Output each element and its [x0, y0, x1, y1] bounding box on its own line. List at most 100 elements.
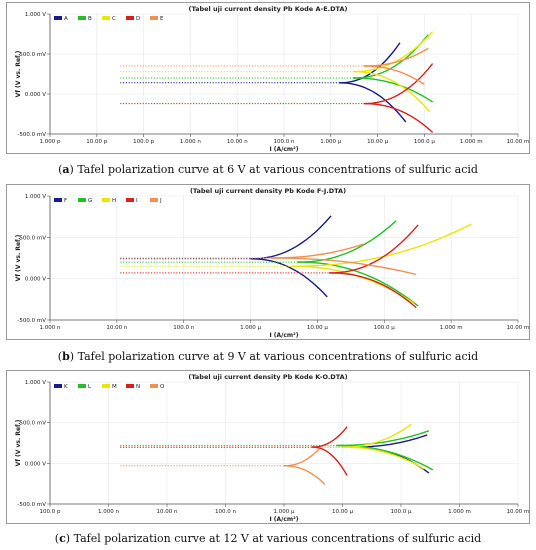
series-h-anodic	[290, 223, 472, 267]
legend-swatch-h	[102, 198, 110, 202]
legend-label-e: E	[160, 16, 164, 22]
y-tick-label: 1.000 V	[25, 380, 46, 386]
legend-label-d: D	[136, 16, 140, 22]
legend-swatch-g	[78, 198, 86, 202]
legend-label-k: K	[64, 384, 68, 390]
series-e-anodic	[363, 47, 429, 67]
x-tick-label: 1.000 m	[440, 325, 463, 331]
caption-c: (c) Tafel polarization curve at 12 V at …	[54, 532, 482, 545]
legend-label-b: B	[88, 16, 92, 22]
x-tick-label: 1.000 µ	[320, 139, 341, 145]
y-tick-label: 500.0 mV	[19, 235, 46, 241]
series-o-cathodic	[284, 465, 326, 486]
legend-label-m: M	[112, 384, 117, 390]
caption-b-text: Tafel polarization curve at 9 V at vario…	[77, 350, 479, 363]
series-l-anodic	[336, 430, 430, 447]
x-axis-label: I (A/cm²)	[269, 516, 298, 523]
legend-label-i: I	[136, 198, 138, 204]
x-tick-label: 1.000 n	[180, 139, 201, 145]
chart-panel-c: (Tabel uji current density Pb Kode K-O.D…	[0, 368, 536, 550]
legend-label-g: G	[88, 198, 92, 204]
y-tick-label: -500.0 mV	[17, 132, 46, 138]
series-l-cathodic	[336, 444, 434, 471]
series-a-anodic	[338, 42, 401, 84]
legend-swatch-o	[150, 384, 158, 388]
legend-swatch-b	[78, 16, 86, 20]
x-tick-label: 100.0 n	[173, 325, 194, 331]
x-tick-label: 1.000 µ	[240, 325, 261, 331]
x-tick-label: 10.00 n	[227, 139, 248, 145]
legend-label-j: J	[159, 198, 162, 204]
legend-label-h: H	[112, 198, 116, 204]
series-n-anodic	[311, 426, 348, 448]
chart-title: (Tabel uji current density Pb Kode K-O.D…	[188, 373, 347, 381]
chart-frame	[6, 2, 530, 154]
series-c-cathodic	[353, 70, 431, 113]
legend-swatch-d	[126, 16, 134, 20]
tafel-chart-c: (Tabel uji current density Pb Kode K-O.D…	[6, 370, 530, 524]
x-tick-label: 1.000 n	[40, 325, 61, 331]
caption-a: (a) Tafel polarization curve at 6 V at v…	[58, 163, 478, 176]
legend-label-c: C	[112, 16, 116, 22]
chart-title: (Tabel uji current density Pb Kode A-E.D…	[189, 5, 348, 13]
x-tick-label: 100.0 p	[133, 139, 154, 145]
tafel-chart-a: (Tabel uji current density Pb Kode A-E.D…	[6, 2, 530, 154]
y-tick-label: 1.000 V	[25, 12, 46, 18]
legend-swatch-i	[126, 198, 134, 202]
legend-label-l: L	[88, 384, 92, 390]
legend-label-a: A	[64, 16, 68, 22]
caption-c-text: Tafel polarization curve at 12 V at vari…	[73, 532, 482, 545]
chart-title: (Tabel uji current density Pb Kode F-J.D…	[190, 187, 346, 195]
caption-a-tag: a	[62, 163, 70, 176]
legend-swatch-a	[54, 16, 62, 20]
x-tick-label: 100.0 µ	[374, 325, 395, 331]
legend-swatch-c	[102, 16, 110, 20]
caption-b: (b) Tafel polarization curve at 9 V at v…	[57, 350, 479, 363]
x-tick-label: 100.0 µ	[391, 509, 412, 515]
series-e-cathodic	[363, 65, 425, 85]
tafel-chart-b: (Tabel uji current density Pb Kode F-J.D…	[6, 184, 530, 340]
legend-swatch-k	[54, 384, 62, 388]
y-tick-label: 500.0 mV	[19, 52, 46, 58]
x-tick-label: 1.000 µ	[274, 509, 295, 515]
x-axis-label: I (A/cm²)	[269, 332, 298, 339]
y-tick-label: 0.000 V	[25, 92, 46, 98]
legend-label-n: N	[136, 384, 140, 390]
series-m-cathodic	[342, 446, 425, 470]
legend-swatch-e	[150, 16, 158, 20]
x-tick-label: 100.0 µ	[414, 139, 435, 145]
x-tick-label: 10.00 µ	[332, 509, 353, 515]
y-tick-label: 500.0 mV	[19, 421, 46, 427]
legend-swatch-j	[150, 198, 158, 202]
x-tick-label: 1.000 n	[98, 509, 119, 515]
x-tick-label: 10.00 n	[106, 325, 127, 331]
series-i-cathodic	[329, 272, 417, 309]
x-tick-label: 10.00 p	[86, 139, 107, 145]
chart-frame	[6, 184, 530, 340]
x-axis-label: I (A/cm²)	[269, 146, 298, 153]
series-j-cathodic	[270, 257, 417, 276]
y-tick-label: -500.0 mV	[17, 502, 46, 508]
x-tick-label: 100.0 n	[215, 509, 236, 515]
y-tick-label: -500.0 mV	[17, 318, 46, 324]
legend-swatch-l	[78, 384, 86, 388]
series-m-anodic	[342, 423, 412, 448]
series-d-cathodic	[363, 102, 434, 133]
legend-swatch-n	[126, 384, 134, 388]
series-g-anodic	[297, 220, 397, 263]
x-tick-label: 1.000 p	[40, 139, 61, 145]
series-d-anodic	[363, 63, 434, 105]
caption-c-tag: c	[59, 532, 66, 545]
x-tick-label: 10.00 µ	[367, 139, 388, 145]
caption-b-tag: b	[62, 350, 70, 363]
y-tick-label: 0.000 V	[25, 461, 46, 467]
series-n-cathodic	[311, 446, 348, 476]
series-b-cathodic	[353, 77, 433, 103]
x-tick-label: 1.000 m	[448, 509, 471, 515]
y-axis-label: Vf (V vs. Ref.)	[15, 234, 22, 281]
y-axis-label: Vf (V vs. Ref.)	[15, 50, 22, 97]
x-tick-label: 10.00 m	[507, 509, 530, 515]
x-tick-label: 1.000 m	[460, 139, 483, 145]
x-tick-label: 10.00 µ	[307, 325, 328, 331]
legend-swatch-f	[54, 198, 62, 202]
